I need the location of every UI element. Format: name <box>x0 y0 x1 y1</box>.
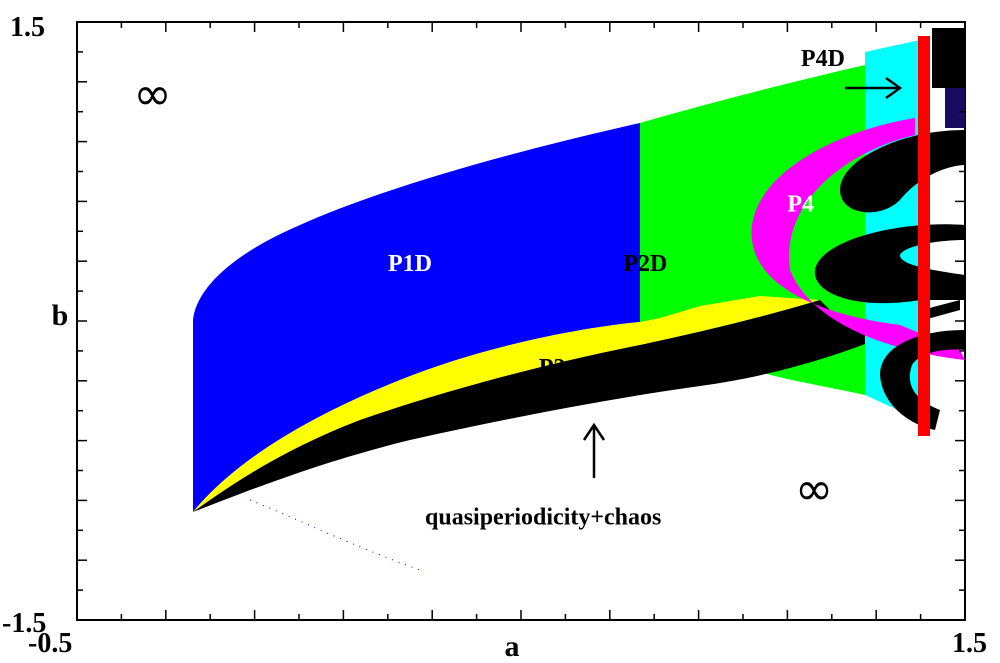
region-right-edge-chaos <box>932 28 965 88</box>
region-P1D <box>193 123 640 512</box>
scatter-trace <box>249 499 421 571</box>
region-label-P2: P2 <box>539 355 566 381</box>
chaos-lobe-lower <box>880 330 965 430</box>
infinity-symbol-upper-left: ∞ <box>133 67 171 121</box>
x-tick-label-max: 1.5 <box>952 628 987 659</box>
annotation-quasiperiodicity-chaos: quasiperiodicity+chaos <box>425 504 661 530</box>
region-label-P1D: P1D <box>388 251 432 277</box>
y-tick-label-min: -1.5 <box>2 608 46 639</box>
region-label-P4D: P4D <box>801 46 845 72</box>
region-label-P2D: P2D <box>623 251 667 277</box>
region-P4 <box>751 118 965 360</box>
axis-ticks <box>76 21 966 621</box>
x-tick-label-min: -0.5 <box>28 628 72 659</box>
region-red-band <box>918 36 930 436</box>
chaos-lobe-upper <box>840 130 965 213</box>
x-axis-label: a <box>505 630 520 663</box>
y-tick-label-max: 1.5 <box>10 12 45 43</box>
arrow-P4D <box>845 76 903 100</box>
region-chaos-band <box>193 300 900 512</box>
region-label-P4: P4 <box>787 191 814 217</box>
region-right-edge-strip <box>945 88 965 128</box>
arrow-quasiperiodicity <box>582 422 606 478</box>
y-axis-label: b <box>52 299 69 332</box>
infinity-symbol-lower-right: ∞ <box>795 461 833 515</box>
